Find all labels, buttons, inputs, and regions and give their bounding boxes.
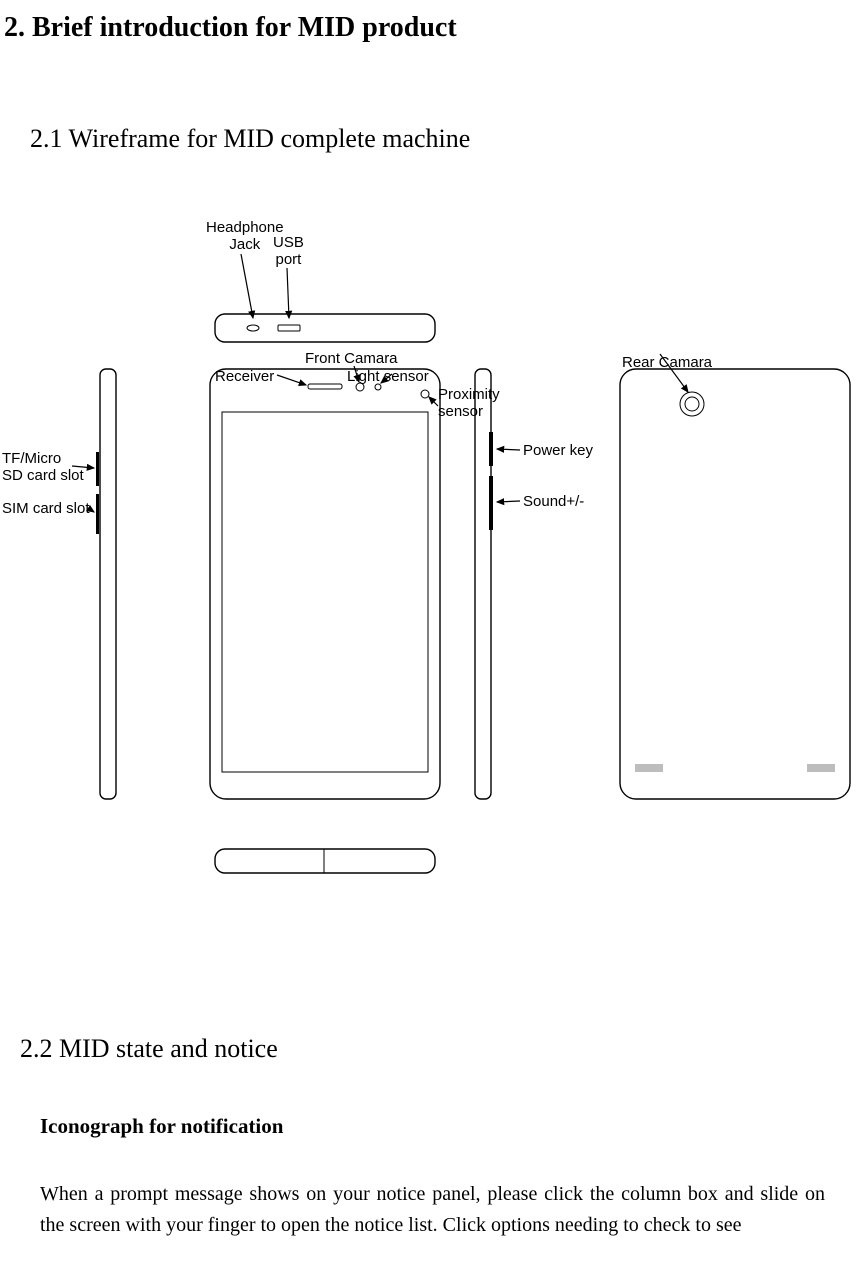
label-tf-slot: TF/Micro SD card slot — [2, 450, 84, 485]
wireframe-svg — [0, 194, 865, 924]
section-heading: 2. Brief introduction for MID product — [4, 12, 865, 44]
label-usb-port: USB port — [273, 234, 304, 269]
label-front-camera: Front Camara — [305, 350, 398, 367]
label-sim-slot: SIM card slot — [2, 500, 90, 517]
subsection-2-2-heading: 2.2 MID state and notice — [20, 1034, 865, 1064]
body-paragraph-1: When a prompt message shows on your noti… — [40, 1179, 825, 1241]
iconograph-heading: Iconograph for notification — [40, 1114, 865, 1139]
wireframe-diagram: Headphone Jack USB port Front Camara Lig… — [0, 194, 865, 924]
label-receiver: Receiver — [215, 368, 274, 385]
label-headphone-jack: Headphone Jack — [206, 219, 284, 254]
label-power-key: Power key — [523, 442, 593, 459]
label-rear-camera: Rear Camara — [622, 354, 712, 371]
subsection-2-1-heading: 2.1 Wireframe for MID complete machine — [30, 124, 865, 154]
label-proximity-sensor: Proximity sensor — [438, 386, 500, 421]
label-light-sensor: Light sensor — [347, 368, 429, 385]
label-sound-keys: Sound+/- — [523, 493, 584, 510]
